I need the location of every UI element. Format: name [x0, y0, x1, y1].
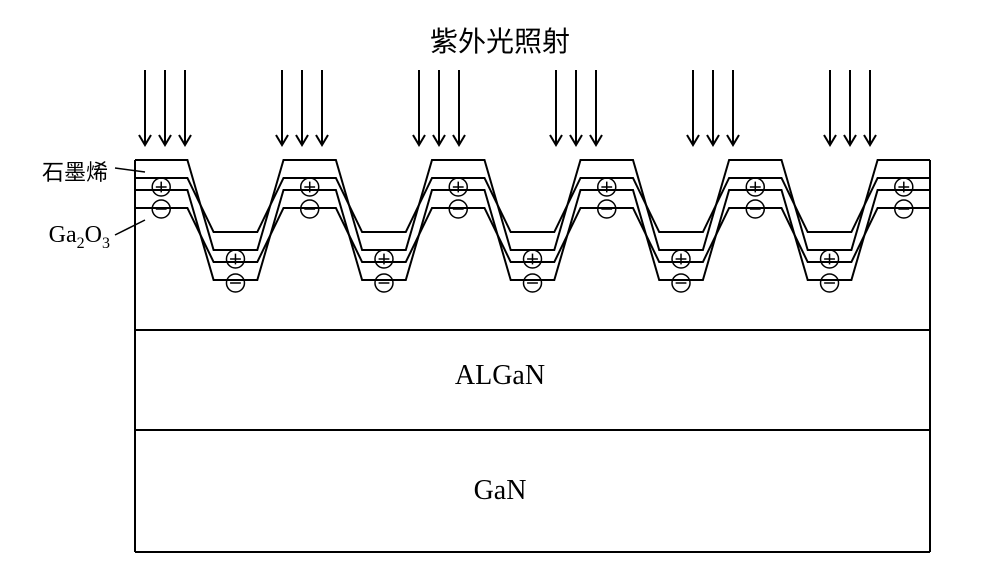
diagram-svg [0, 0, 1000, 573]
interface-outer [135, 190, 930, 280]
graphene-top-inner [135, 178, 930, 232]
graphene-top-outer [135, 160, 930, 250]
